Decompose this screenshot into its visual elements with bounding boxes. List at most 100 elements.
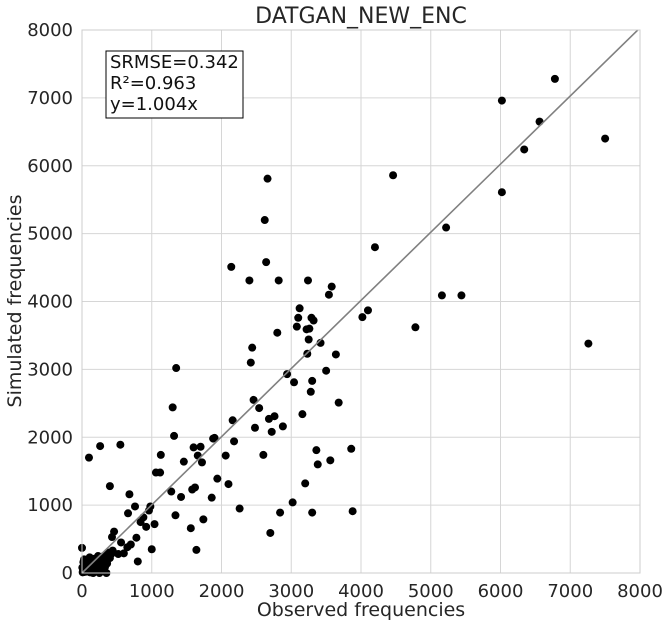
data-point [305, 324, 314, 333]
x-axis-label: Observed frequencies [257, 599, 465, 621]
x-tick-label: 6000 [478, 581, 524, 602]
data-point [125, 490, 134, 499]
data-point [133, 557, 142, 566]
data-point [411, 323, 420, 332]
data-point [260, 216, 269, 225]
data-point [172, 364, 181, 373]
x-tick-labels: 0 1000 2000 3000 4000 5000 6000 7000 8000 [76, 581, 663, 602]
data-points [78, 74, 610, 577]
data-point [171, 511, 180, 520]
data-point [132, 533, 141, 542]
y-tick-label: 6000 [27, 156, 73, 177]
data-point [245, 276, 254, 285]
data-point [213, 474, 222, 483]
data-point [96, 442, 105, 451]
data-point [520, 145, 529, 154]
data-point [246, 358, 255, 367]
data-point [309, 316, 318, 325]
data-point [179, 457, 188, 466]
data-point [192, 545, 201, 554]
data-point [298, 410, 307, 419]
x-tick-label: 4000 [338, 581, 384, 602]
stats-fit-equation: y=1.004x [110, 94, 198, 115]
x-tick-label: 8000 [617, 581, 663, 602]
data-point [306, 387, 315, 396]
data-point [167, 487, 176, 496]
data-point [334, 398, 343, 407]
data-point [308, 508, 317, 517]
data-point [199, 515, 208, 524]
data-point [457, 291, 466, 300]
data-point [196, 442, 205, 451]
data-point [189, 443, 198, 452]
data-point [84, 453, 93, 462]
data-point [119, 549, 128, 558]
y-tick-label: 4000 [27, 292, 73, 313]
data-point [322, 366, 331, 375]
data-point [370, 243, 379, 252]
data-point [270, 412, 279, 421]
data-point [156, 450, 165, 459]
plot-frame [81, 29, 641, 574]
x-tick-label: 5000 [408, 581, 454, 602]
data-point [497, 188, 506, 197]
data-point [274, 276, 283, 285]
data-point [110, 527, 119, 536]
data-point [331, 350, 340, 359]
data-point [601, 134, 610, 143]
chart-title: DATGAN_NEW_ENC [255, 4, 467, 29]
data-point [207, 493, 216, 502]
data-point [312, 446, 321, 455]
y-tick-label: 2000 [27, 427, 73, 448]
data-point [324, 290, 333, 299]
data-point [117, 538, 126, 547]
data-point [295, 304, 304, 313]
data-point [389, 171, 398, 180]
data-point [228, 416, 237, 425]
data-point [139, 513, 148, 522]
x-tick-label: 0 [76, 581, 87, 602]
data-point [126, 540, 135, 549]
data-point [150, 520, 159, 529]
data-point [116, 440, 125, 449]
data-point [193, 451, 202, 460]
data-point [267, 427, 276, 436]
fit-line [81, 29, 639, 574]
data-point [197, 458, 206, 467]
y-tick-label: 5000 [27, 224, 73, 245]
data-point [276, 508, 285, 517]
data-point [262, 258, 271, 267]
data-point [497, 96, 506, 105]
data-point [327, 282, 336, 291]
data-point [249, 395, 258, 404]
data-point [290, 378, 299, 387]
data-point [250, 423, 259, 432]
data-point [303, 276, 312, 285]
y-axis-label: Simulated frequencies [4, 195, 26, 408]
data-point [105, 482, 114, 491]
data-point [294, 313, 303, 322]
data-point [168, 403, 177, 412]
x-tick-label: 7000 [547, 581, 593, 602]
data-point [358, 313, 367, 322]
data-point [142, 522, 151, 531]
data-point [101, 562, 110, 571]
data-point [550, 74, 559, 83]
y-tick-label: 8000 [27, 20, 73, 41]
data-point [177, 492, 186, 501]
data-point [326, 456, 335, 465]
x-tick-label: 3000 [268, 581, 314, 602]
data-point [248, 343, 257, 352]
stats-box: SRMSE=0.342 R²=0.963 y=1.004x [105, 50, 244, 119]
data-point [304, 335, 313, 344]
data-point [170, 431, 179, 440]
x-tick-label: 2000 [199, 581, 245, 602]
data-point [124, 509, 133, 518]
y-tick-label: 3000 [27, 359, 73, 380]
data-point [227, 262, 236, 271]
data-point [348, 507, 357, 516]
data-point [230, 437, 239, 446]
data-point [363, 306, 372, 315]
data-point [156, 468, 165, 477]
data-point [210, 433, 219, 442]
